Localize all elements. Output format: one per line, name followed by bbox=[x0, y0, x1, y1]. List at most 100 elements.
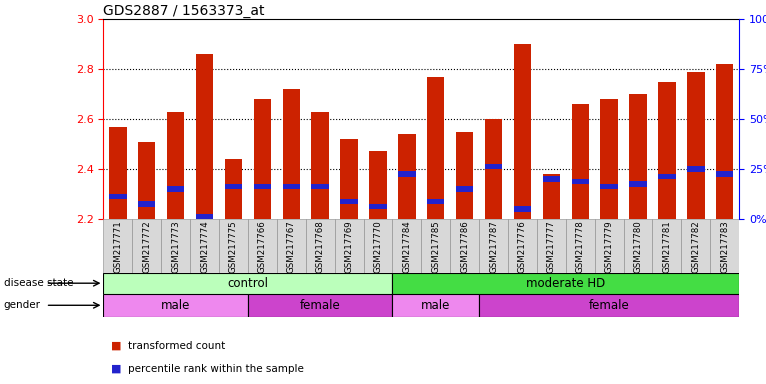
Bar bbox=[103, 273, 392, 294]
Bar bbox=[224, 184, 242, 189]
Text: GSM217783: GSM217783 bbox=[720, 220, 729, 273]
Text: gender: gender bbox=[4, 300, 41, 310]
Bar bbox=[485, 164, 502, 169]
Bar bbox=[682, 219, 710, 273]
Text: moderate HD: moderate HD bbox=[526, 277, 605, 290]
Bar bbox=[398, 171, 415, 177]
Bar bbox=[138, 201, 155, 207]
Bar bbox=[421, 219, 450, 273]
Text: male: male bbox=[421, 299, 450, 312]
Bar bbox=[658, 174, 676, 179]
Bar bbox=[392, 219, 421, 273]
Bar bbox=[138, 142, 155, 219]
Text: GSM217782: GSM217782 bbox=[692, 220, 700, 273]
Text: GSM217778: GSM217778 bbox=[576, 220, 584, 273]
Bar bbox=[456, 132, 473, 219]
Bar bbox=[369, 204, 387, 209]
Bar bbox=[485, 119, 502, 219]
Text: GSM217779: GSM217779 bbox=[604, 220, 614, 273]
Bar bbox=[537, 219, 566, 273]
Bar bbox=[248, 219, 277, 273]
Bar bbox=[542, 176, 560, 182]
Text: GSM217767: GSM217767 bbox=[286, 220, 296, 273]
Bar bbox=[427, 77, 444, 219]
Bar bbox=[103, 294, 248, 317]
Bar bbox=[601, 184, 618, 189]
Bar bbox=[167, 112, 185, 219]
Text: GSM217771: GSM217771 bbox=[113, 220, 123, 273]
Bar bbox=[312, 184, 329, 189]
Text: GSM217769: GSM217769 bbox=[345, 220, 354, 273]
Bar bbox=[392, 294, 479, 317]
Text: GSM217775: GSM217775 bbox=[229, 220, 238, 273]
Bar bbox=[196, 214, 213, 219]
Bar bbox=[710, 219, 739, 273]
Bar bbox=[571, 104, 589, 219]
Text: male: male bbox=[161, 299, 190, 312]
Bar bbox=[479, 294, 739, 317]
Bar bbox=[306, 219, 335, 273]
Bar bbox=[687, 166, 705, 172]
Text: ■: ■ bbox=[111, 364, 122, 374]
Bar bbox=[508, 219, 537, 273]
Bar bbox=[687, 72, 705, 219]
Bar bbox=[450, 219, 479, 273]
Bar bbox=[254, 184, 271, 189]
Text: GSM217773: GSM217773 bbox=[171, 220, 180, 273]
Bar bbox=[571, 179, 589, 184]
Bar bbox=[340, 199, 358, 204]
Bar bbox=[514, 44, 531, 219]
Text: control: control bbox=[228, 277, 268, 290]
Text: percentile rank within the sample: percentile rank within the sample bbox=[128, 364, 304, 374]
Bar bbox=[133, 219, 161, 273]
Bar bbox=[392, 273, 739, 294]
Bar bbox=[514, 206, 531, 212]
Bar bbox=[630, 181, 647, 187]
Text: GSM217772: GSM217772 bbox=[142, 220, 151, 273]
Bar bbox=[653, 219, 682, 273]
Bar bbox=[110, 127, 126, 219]
Bar bbox=[254, 99, 271, 219]
Bar bbox=[340, 139, 358, 219]
Text: female: female bbox=[589, 299, 630, 312]
Bar bbox=[248, 294, 392, 317]
Text: female: female bbox=[300, 299, 341, 312]
Text: GSM217784: GSM217784 bbox=[402, 220, 411, 273]
Bar bbox=[283, 184, 300, 189]
Bar bbox=[716, 171, 733, 177]
Bar bbox=[219, 219, 248, 273]
Text: GSM217785: GSM217785 bbox=[431, 220, 440, 273]
Bar bbox=[542, 174, 560, 219]
Bar bbox=[398, 134, 415, 219]
Bar bbox=[658, 82, 676, 219]
Bar bbox=[190, 219, 219, 273]
Bar bbox=[161, 219, 190, 273]
Text: transformed count: transformed count bbox=[128, 341, 225, 351]
Bar bbox=[364, 219, 392, 273]
Bar bbox=[224, 159, 242, 219]
Text: GSM217786: GSM217786 bbox=[460, 220, 469, 273]
Bar bbox=[335, 219, 364, 273]
Bar bbox=[601, 99, 618, 219]
Bar bbox=[427, 199, 444, 204]
Text: GSM217781: GSM217781 bbox=[663, 220, 672, 273]
Bar bbox=[369, 152, 387, 219]
Text: GSM217770: GSM217770 bbox=[374, 220, 382, 273]
Bar bbox=[110, 194, 126, 199]
Bar bbox=[103, 219, 133, 273]
Bar bbox=[624, 219, 653, 273]
Text: GSM217787: GSM217787 bbox=[489, 220, 498, 273]
Bar bbox=[716, 64, 733, 219]
Text: GSM217777: GSM217777 bbox=[547, 220, 556, 273]
Text: disease state: disease state bbox=[4, 278, 74, 288]
Text: GSM217776: GSM217776 bbox=[518, 220, 527, 273]
Bar bbox=[277, 219, 306, 273]
Bar bbox=[479, 219, 508, 273]
Text: ■: ■ bbox=[111, 341, 122, 351]
Bar bbox=[566, 219, 594, 273]
Bar bbox=[196, 54, 213, 219]
Bar bbox=[283, 89, 300, 219]
Text: GSM217766: GSM217766 bbox=[258, 220, 267, 273]
Text: GSM217780: GSM217780 bbox=[633, 220, 643, 273]
Text: GSM217774: GSM217774 bbox=[200, 220, 209, 273]
